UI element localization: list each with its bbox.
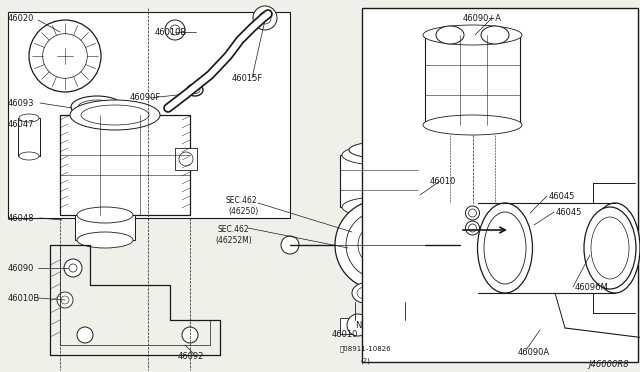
Ellipse shape (346, 211, 414, 279)
Circle shape (29, 20, 101, 92)
Ellipse shape (465, 221, 479, 235)
Circle shape (253, 6, 277, 30)
Text: 46045: 46045 (556, 208, 582, 217)
Text: 46045: 46045 (549, 192, 575, 201)
Text: 46048: 46048 (8, 214, 35, 223)
Text: 46090A: 46090A (518, 348, 550, 357)
Ellipse shape (352, 283, 378, 303)
Ellipse shape (477, 203, 532, 293)
Text: SEC.462: SEC.462 (226, 196, 258, 205)
Text: 46090F: 46090F (130, 93, 161, 102)
Circle shape (57, 292, 73, 308)
Text: N: N (355, 321, 361, 330)
Circle shape (43, 34, 87, 78)
Ellipse shape (81, 105, 149, 125)
Ellipse shape (481, 26, 509, 44)
Ellipse shape (187, 84, 203, 96)
Circle shape (259, 12, 271, 24)
Ellipse shape (584, 207, 636, 289)
Ellipse shape (349, 142, 409, 158)
Ellipse shape (77, 232, 133, 248)
Ellipse shape (591, 217, 629, 279)
Circle shape (182, 327, 198, 343)
Ellipse shape (369, 234, 391, 256)
Text: (2): (2) (360, 357, 370, 363)
Ellipse shape (387, 287, 403, 299)
Text: (46250): (46250) (228, 207, 259, 216)
Circle shape (179, 152, 193, 166)
Bar (362, 8, 638, 362)
Ellipse shape (335, 200, 425, 290)
Text: 46096M: 46096M (575, 283, 609, 292)
Bar (8, 12, 290, 218)
Text: ⓝ08911-10826: ⓝ08911-10826 (340, 345, 392, 352)
Ellipse shape (596, 214, 634, 282)
Bar (18, 118, 40, 156)
Ellipse shape (436, 26, 464, 44)
Circle shape (77, 327, 93, 343)
Ellipse shape (423, 25, 522, 45)
Ellipse shape (358, 223, 402, 267)
Text: 46090: 46090 (8, 264, 35, 273)
Ellipse shape (465, 206, 479, 220)
Circle shape (381, 341, 389, 349)
Text: (46252M): (46252M) (215, 236, 252, 245)
Ellipse shape (468, 224, 477, 232)
Ellipse shape (590, 203, 640, 293)
Ellipse shape (484, 212, 526, 284)
Ellipse shape (357, 287, 373, 299)
Circle shape (61, 296, 69, 304)
Bar (75, 215, 135, 240)
Text: 46015F: 46015F (232, 74, 263, 83)
Ellipse shape (468, 209, 477, 217)
Ellipse shape (70, 100, 160, 130)
Ellipse shape (19, 152, 39, 160)
Bar (340, 318, 422, 334)
Ellipse shape (451, 236, 469, 254)
Circle shape (69, 264, 77, 272)
Ellipse shape (342, 145, 416, 165)
Text: 46093: 46093 (8, 99, 35, 108)
Ellipse shape (342, 197, 416, 217)
Ellipse shape (423, 115, 522, 135)
Ellipse shape (71, 96, 123, 118)
Text: 46010: 46010 (332, 330, 358, 339)
Text: 46020: 46020 (8, 14, 35, 23)
Ellipse shape (77, 207, 133, 223)
Text: 46047: 46047 (8, 120, 35, 129)
Text: SEC.462: SEC.462 (218, 225, 250, 234)
Text: 46010: 46010 (430, 177, 456, 186)
Text: 46010B: 46010B (155, 28, 188, 37)
Ellipse shape (19, 114, 39, 122)
Bar (60, 115, 190, 215)
Text: 46010B: 46010B (8, 294, 40, 303)
Bar (175, 148, 197, 170)
Text: J46000R8: J46000R8 (588, 360, 628, 369)
Circle shape (377, 337, 393, 353)
Circle shape (64, 259, 82, 277)
Circle shape (170, 25, 180, 35)
Ellipse shape (281, 236, 299, 254)
Text: 46092: 46092 (178, 352, 204, 361)
Ellipse shape (190, 87, 200, 93)
Bar (340, 155, 418, 207)
Ellipse shape (382, 283, 408, 303)
Text: 46090+A: 46090+A (463, 14, 502, 23)
Circle shape (165, 20, 185, 40)
Ellipse shape (78, 100, 116, 114)
Circle shape (347, 314, 369, 336)
Bar (425, 35, 520, 125)
